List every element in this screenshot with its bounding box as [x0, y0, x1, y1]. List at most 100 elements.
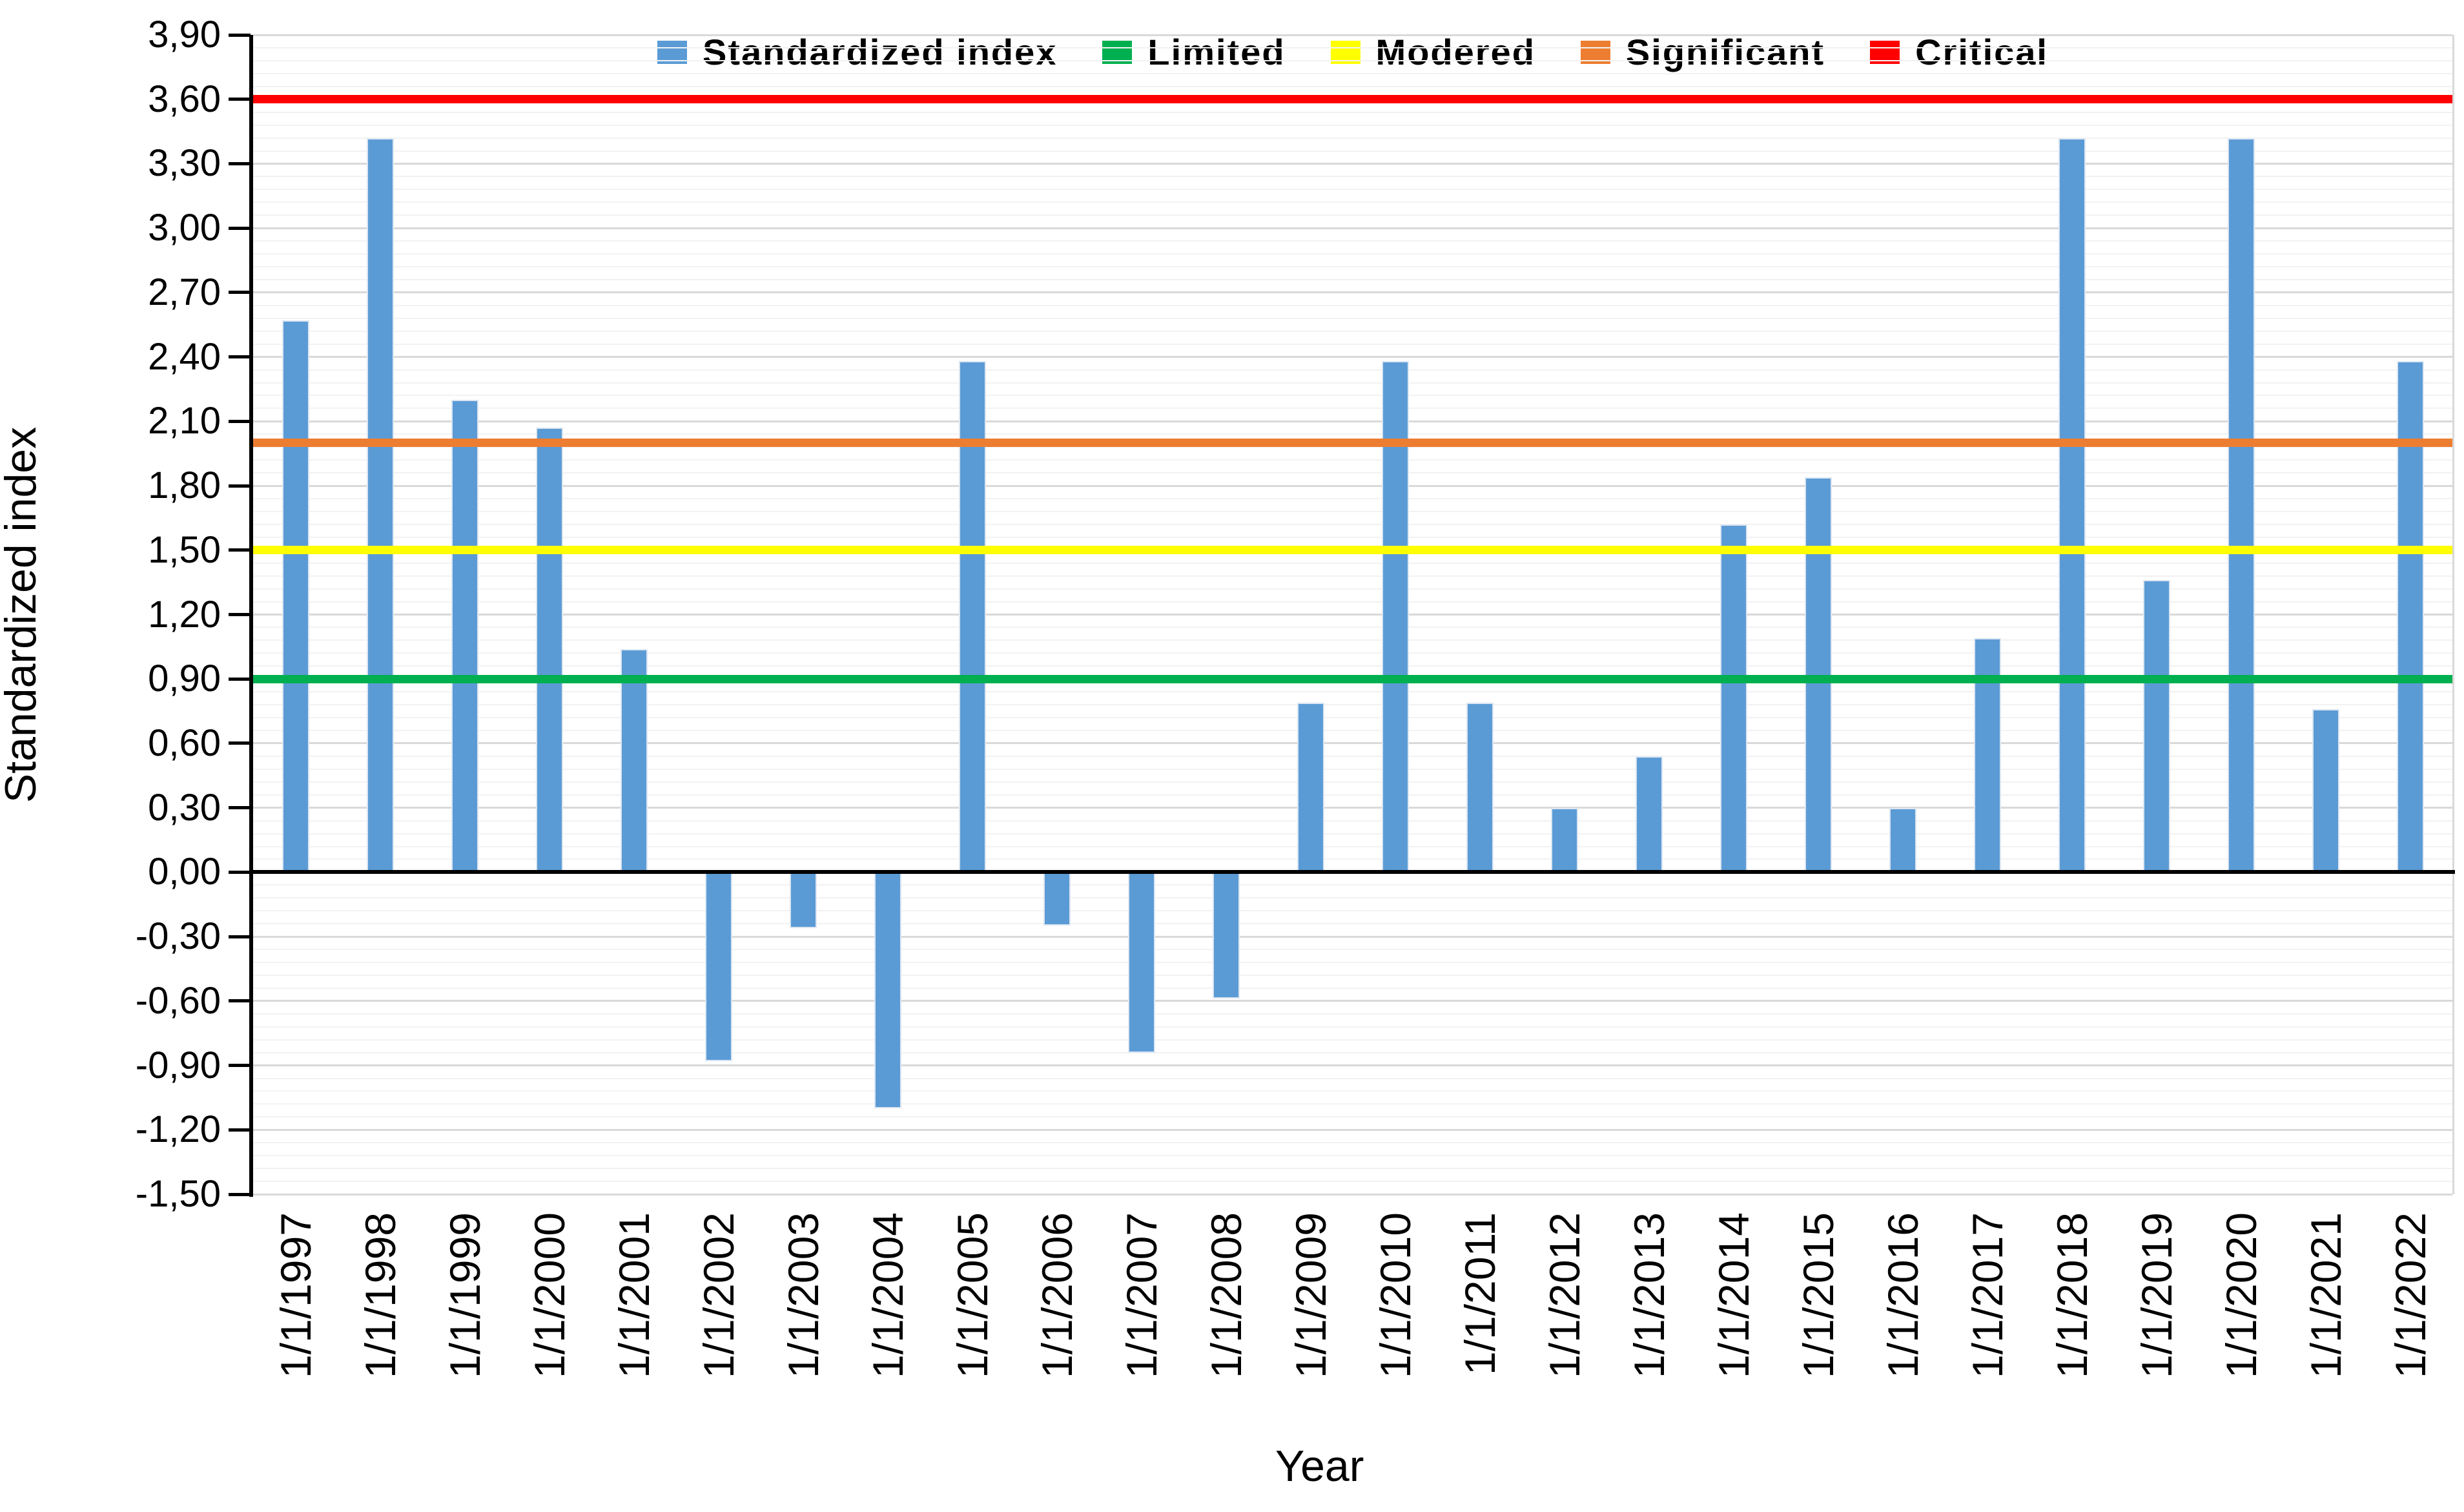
minor-gridline — [253, 72, 2452, 74]
minor-gridline — [253, 858, 2452, 860]
minor-gridline — [253, 1103, 2452, 1105]
bar-1/1/2003 — [789, 872, 817, 928]
minor-gridline — [253, 382, 2452, 384]
x-tick-label: 1/1/2009 — [1286, 1212, 1335, 1378]
y-axis-tick — [229, 98, 251, 101]
bar-1/1/2020 — [2227, 138, 2255, 873]
minor-gridline — [253, 768, 2452, 770]
minor-gridline — [253, 510, 2452, 512]
minor-gridline — [253, 1155, 2452, 1157]
minor-gridline — [253, 523, 2452, 525]
minor-gridline — [253, 652, 2452, 654]
minor-gridline — [253, 588, 2452, 590]
bar-1/1/1997 — [282, 320, 309, 873]
minor-gridline — [253, 343, 2452, 345]
bar-1/1/2021 — [2312, 709, 2339, 873]
y-tick-label: 1,50 — [148, 528, 221, 571]
y-axis-tick — [229, 161, 251, 165]
bar-1/1/2002 — [704, 872, 732, 1061]
y-axis-tick — [229, 419, 251, 423]
y-axis-line — [249, 35, 253, 1197]
minor-gridline — [253, 330, 2452, 332]
y-axis-tick — [229, 355, 251, 359]
minor-gridline — [253, 910, 2452, 912]
minor-gridline — [253, 949, 2452, 951]
major-gridline — [253, 1128, 2452, 1131]
y-tick-label: 1,80 — [148, 464, 221, 507]
minor-gridline — [253, 189, 2452, 191]
bar-1/1/2010 — [1381, 361, 1409, 873]
bar-1/1/2011 — [1466, 702, 1494, 873]
minor-gridline — [253, 253, 2452, 255]
minor-gridline — [253, 266, 2452, 267]
x-tick-label: 1/1/2012 — [1540, 1212, 1588, 1378]
minor-gridline — [253, 987, 2452, 989]
minor-gridline — [253, 47, 2452, 48]
minor-gridline — [253, 562, 2452, 564]
x-tick-label: 1/1/2022 — [2386, 1212, 2434, 1378]
bar-1/1/2012 — [1550, 807, 1578, 873]
y-axis-tick — [229, 1192, 251, 1196]
x-tick-label: 1/1/2005 — [948, 1212, 996, 1378]
bar-1/1/2008 — [1212, 872, 1240, 999]
minor-gridline — [253, 1116, 2452, 1118]
y-tick-label: 0,60 — [148, 721, 221, 764]
minor-gridline — [253, 923, 2452, 925]
major-gridline — [253, 227, 2452, 229]
minor-gridline — [253, 85, 2452, 87]
bar-1/1/2013 — [1635, 756, 1663, 873]
x-tick-label: 1/1/2013 — [1625, 1212, 1673, 1378]
x-tick-label: 1/1/1998 — [356, 1212, 404, 1378]
minor-gridline — [253, 820, 2452, 822]
major-gridline — [253, 420, 2452, 422]
plot-right-border — [2452, 35, 2454, 1194]
x-tick-label: 1/1/2017 — [1963, 1212, 2011, 1378]
y-tick-label: -1,50 — [135, 1173, 221, 1215]
y-tick-label: -1,20 — [135, 1108, 221, 1151]
x-tick-label: 1/1/2021 — [2301, 1212, 2350, 1378]
minor-gridline — [253, 1142, 2452, 1144]
major-gridline — [253, 1064, 2452, 1067]
y-tick-label: 3,30 — [148, 142, 221, 185]
minor-gridline — [253, 665, 2452, 667]
bar-1/1/2019 — [2142, 580, 2170, 873]
bar-1/1/2018 — [2058, 138, 2086, 873]
y-tick-label: -0,90 — [135, 1044, 221, 1086]
legend: Standardized index Limited Modered Signific… — [253, 28, 2452, 76]
legend-swatch-modered — [1330, 40, 1360, 64]
minor-gridline — [253, 1026, 2452, 1028]
x-tick-label: 1/1/2002 — [694, 1212, 743, 1378]
bar-1/1/2001 — [620, 648, 648, 873]
legend-item: Limited — [1098, 28, 1289, 76]
y-tick-label: -0,30 — [135, 915, 221, 958]
minor-gridline — [253, 717, 2452, 719]
minor-gridline — [253, 781, 2452, 783]
minor-gridline — [253, 176, 2452, 178]
minor-gridline — [253, 1039, 2452, 1041]
x-axis-title: Year — [1275, 1442, 1364, 1491]
minor-gridline — [253, 202, 2452, 203]
threshold-line-critical — [253, 95, 2452, 104]
legend-label: Standardized index — [702, 32, 1058, 72]
x-tick-label: 1/1/2001 — [610, 1212, 658, 1378]
x-axis-line — [253, 870, 2455, 875]
bar-1/1/2009 — [1297, 702, 1324, 873]
minor-gridline — [253, 1013, 2452, 1015]
minor-gridline — [253, 845, 2452, 847]
y-axis-tick — [229, 935, 251, 938]
y-tick-label: 0,00 — [148, 851, 221, 893]
x-tick-label: 1/1/2018 — [2048, 1212, 2096, 1378]
minor-gridline — [253, 833, 2452, 834]
x-tick-label: 1/1/1999 — [440, 1212, 489, 1378]
bar-1/1/2000 — [535, 428, 563, 873]
minor-gridline — [253, 1168, 2452, 1170]
major-gridline — [253, 1000, 2452, 1002]
minor-gridline — [253, 755, 2452, 757]
x-tick-label: 1/1/2011 — [1455, 1212, 1504, 1376]
y-tick-label: 2,70 — [148, 271, 221, 313]
minor-gridline — [253, 395, 2452, 397]
major-gridline — [253, 1193, 2452, 1196]
bar-1/1/1999 — [451, 400, 478, 873]
y-tick-label: 2,10 — [148, 400, 221, 442]
